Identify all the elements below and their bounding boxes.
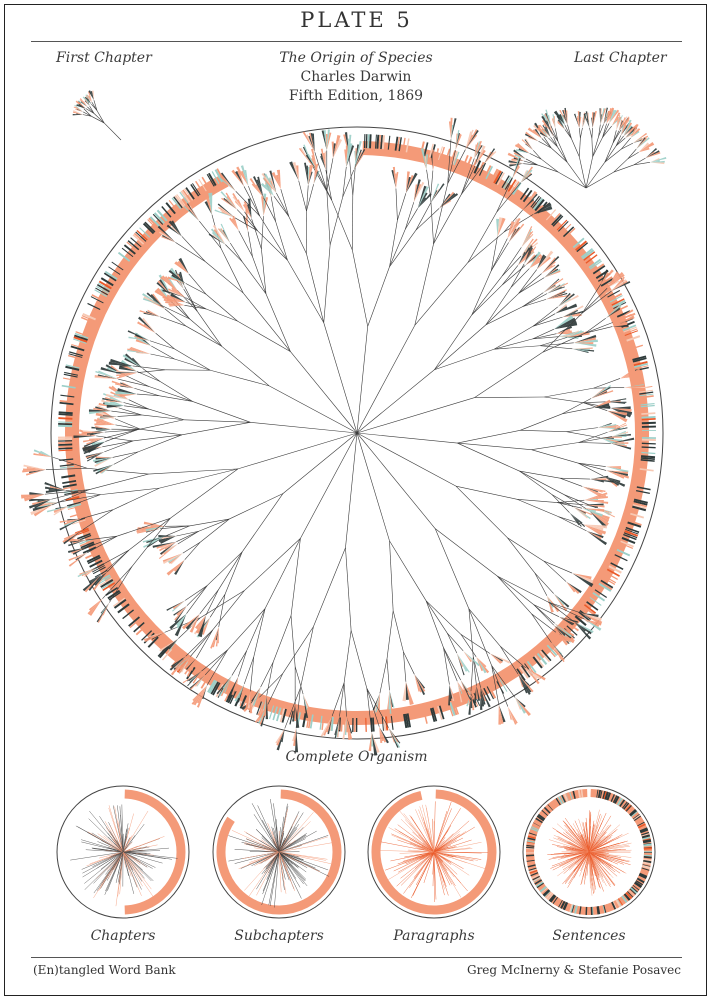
footer-authors: Greg McInerny & Stefanie Posavec (466, 963, 681, 977)
chapters-diagram (56, 785, 190, 919)
plate-title: PLATE 5 (300, 8, 413, 32)
paragraphs-diagram (367, 785, 501, 919)
footer-project-title: (En)tangled Word Bank (33, 963, 176, 977)
last-chapter-tree (507, 107, 667, 189)
page-border (4, 4, 707, 996)
first-chapter-label: First Chapter (56, 50, 152, 66)
first-chapter-tree (72, 90, 122, 141)
complete-organism-diagram (21, 117, 664, 756)
subchapters-label: Subchapters (234, 928, 324, 944)
bottom-rule (31, 957, 682, 958)
chapters-label: Chapters (90, 928, 156, 944)
last-chapter-label: Last Chapter (574, 50, 667, 66)
sentences-label: Sentences (552, 928, 626, 944)
work-title-block: The Origin of Species Charles Darwin Fif… (256, 49, 456, 106)
complete-organism-caption: Complete Organism (285, 749, 428, 765)
subchapters-diagram (212, 785, 346, 919)
paragraphs-label: Paragraphs (393, 928, 475, 944)
book-edition: Fifth Edition, 1869 (288, 88, 424, 104)
book-title: The Origin of Species (279, 50, 433, 66)
sentences-diagram (522, 785, 656, 919)
top-rule (31, 41, 682, 42)
book-author: Charles Darwin (300, 69, 412, 85)
